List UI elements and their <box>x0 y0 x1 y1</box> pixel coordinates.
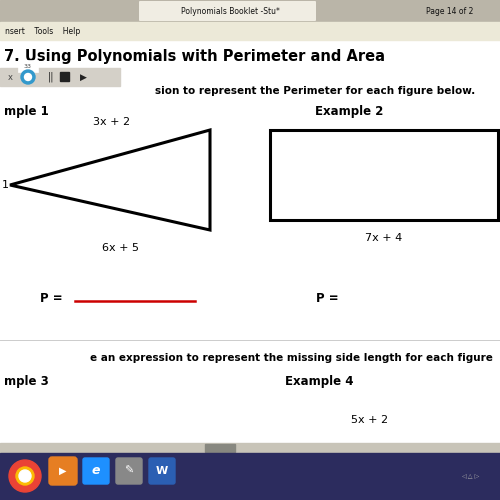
FancyBboxPatch shape <box>149 458 175 484</box>
FancyBboxPatch shape <box>116 458 142 484</box>
Text: 6x + 5: 6x + 5 <box>102 243 138 253</box>
Text: 1: 1 <box>2 180 9 190</box>
Bar <box>270 130 498 220</box>
Text: mple 3: mple 3 <box>4 376 49 388</box>
Bar <box>0 443 500 453</box>
Text: ✎: ✎ <box>124 466 134 476</box>
Text: sion to represent the Perimeter for each figure below.: sion to represent the Perimeter for each… <box>155 86 475 96</box>
Text: x: x <box>8 72 13 82</box>
Text: P =: P = <box>316 292 338 304</box>
Bar <box>60 72 69 81</box>
Circle shape <box>24 74 32 80</box>
Text: e an expression to represent the missing side length for each figure: e an expression to represent the missing… <box>90 353 493 363</box>
Text: ||: || <box>48 72 54 82</box>
Circle shape <box>21 70 35 84</box>
Text: 33: 33 <box>24 64 32 68</box>
Text: nsert    Tools    Help: nsert Tools Help <box>5 26 80 36</box>
Text: Example 4: Example 4 <box>285 376 354 388</box>
Bar <box>0 22 500 40</box>
Text: Example 2: Example 2 <box>315 106 384 118</box>
Text: 7. Using Polynomials with Perimeter and Area: 7. Using Polynomials with Perimeter and … <box>4 48 385 64</box>
Text: ▶: ▶ <box>60 466 67 476</box>
Text: 7x + 4: 7x + 4 <box>366 233 403 243</box>
Bar <box>205 444 235 452</box>
Text: ◁ △ ▷: ◁ △ ▷ <box>461 474 479 478</box>
FancyBboxPatch shape <box>83 458 109 484</box>
Text: Page 14 of 2: Page 14 of 2 <box>426 8 474 16</box>
Text: mple 1: mple 1 <box>4 106 49 118</box>
FancyBboxPatch shape <box>49 457 77 485</box>
Text: ▶: ▶ <box>80 72 87 82</box>
Text: W: W <box>156 466 168 476</box>
Text: 3x + 2: 3x + 2 <box>94 117 130 127</box>
Circle shape <box>16 467 34 485</box>
FancyBboxPatch shape <box>139 1 316 21</box>
Text: 5x + 2: 5x + 2 <box>352 415 389 425</box>
Circle shape <box>9 460 41 492</box>
Bar <box>0 453 500 500</box>
Bar <box>0 68 120 86</box>
Text: Polynomials Booklet -Stu*: Polynomials Booklet -Stu* <box>180 8 280 16</box>
Text: e: e <box>92 464 100 477</box>
Text: P =: P = <box>40 292 62 304</box>
Bar <box>18 60 38 72</box>
Bar <box>0 0 500 22</box>
Circle shape <box>19 470 31 482</box>
